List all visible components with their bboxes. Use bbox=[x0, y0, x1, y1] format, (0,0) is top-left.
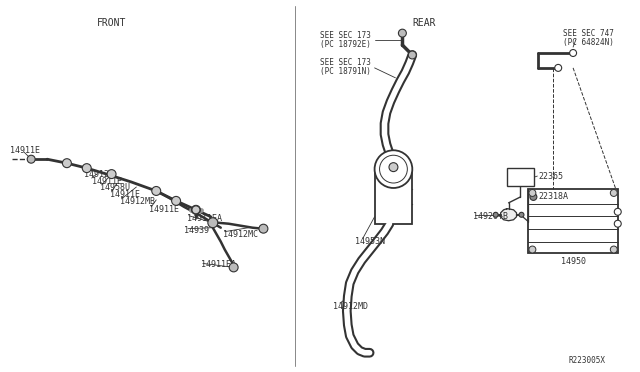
Polygon shape bbox=[500, 209, 516, 221]
Circle shape bbox=[374, 150, 412, 188]
Text: 14912M: 14912M bbox=[84, 170, 114, 179]
Text: 14912MB: 14912MB bbox=[120, 198, 154, 206]
Circle shape bbox=[152, 186, 161, 195]
Circle shape bbox=[408, 51, 416, 59]
Circle shape bbox=[399, 29, 406, 37]
Circle shape bbox=[107, 170, 116, 179]
Circle shape bbox=[208, 218, 218, 228]
Text: SEE SEC 173: SEE SEC 173 bbox=[320, 58, 371, 67]
Circle shape bbox=[191, 205, 200, 214]
Text: 22365: 22365 bbox=[538, 171, 563, 180]
Circle shape bbox=[611, 189, 617, 196]
Bar bbox=[529, 189, 618, 253]
Circle shape bbox=[529, 189, 536, 196]
Text: 14911EA: 14911EA bbox=[187, 214, 222, 223]
Text: 22318A: 22318A bbox=[538, 192, 568, 201]
Circle shape bbox=[63, 159, 72, 168]
Text: 14912MC: 14912MC bbox=[223, 230, 258, 239]
Text: 14911E: 14911E bbox=[149, 205, 179, 214]
Circle shape bbox=[614, 208, 621, 215]
Circle shape bbox=[519, 212, 524, 217]
Circle shape bbox=[493, 212, 498, 217]
Circle shape bbox=[229, 263, 238, 272]
Circle shape bbox=[614, 220, 621, 227]
Circle shape bbox=[83, 164, 92, 173]
Text: FRONT: FRONT bbox=[97, 18, 126, 28]
Circle shape bbox=[529, 246, 536, 253]
Circle shape bbox=[530, 193, 537, 201]
Circle shape bbox=[192, 206, 200, 214]
Circle shape bbox=[380, 155, 407, 183]
Bar bbox=[507, 168, 534, 186]
Circle shape bbox=[172, 196, 180, 205]
Circle shape bbox=[555, 64, 562, 71]
Text: 14911E: 14911E bbox=[92, 177, 122, 186]
Circle shape bbox=[28, 155, 35, 163]
Circle shape bbox=[611, 246, 617, 253]
Text: REAR: REAR bbox=[412, 18, 436, 28]
Text: 14911E: 14911E bbox=[10, 146, 40, 155]
Text: (PC 18791N): (PC 18791N) bbox=[320, 67, 371, 76]
Text: (PC 18792E): (PC 18792E) bbox=[320, 39, 371, 49]
Text: (PC 64824N): (PC 64824N) bbox=[563, 38, 614, 46]
Text: SEE SEC 173: SEE SEC 173 bbox=[320, 31, 371, 40]
Text: 14953N: 14953N bbox=[355, 237, 385, 246]
Text: 14912MD: 14912MD bbox=[333, 302, 368, 311]
Bar bbox=[374, 169, 412, 224]
Circle shape bbox=[259, 224, 268, 233]
Text: 14939: 14939 bbox=[184, 226, 209, 235]
Circle shape bbox=[389, 163, 398, 171]
Text: 14950: 14950 bbox=[561, 257, 586, 266]
Circle shape bbox=[570, 49, 577, 57]
Text: 14911EA: 14911EA bbox=[201, 260, 236, 269]
Text: SEE SEC 747: SEE SEC 747 bbox=[563, 29, 614, 38]
Text: R223005X: R223005X bbox=[568, 356, 605, 365]
Text: 14920+B: 14920+B bbox=[473, 212, 508, 221]
Text: 14958U: 14958U bbox=[100, 183, 130, 192]
Text: 14911E: 14911E bbox=[109, 190, 140, 199]
